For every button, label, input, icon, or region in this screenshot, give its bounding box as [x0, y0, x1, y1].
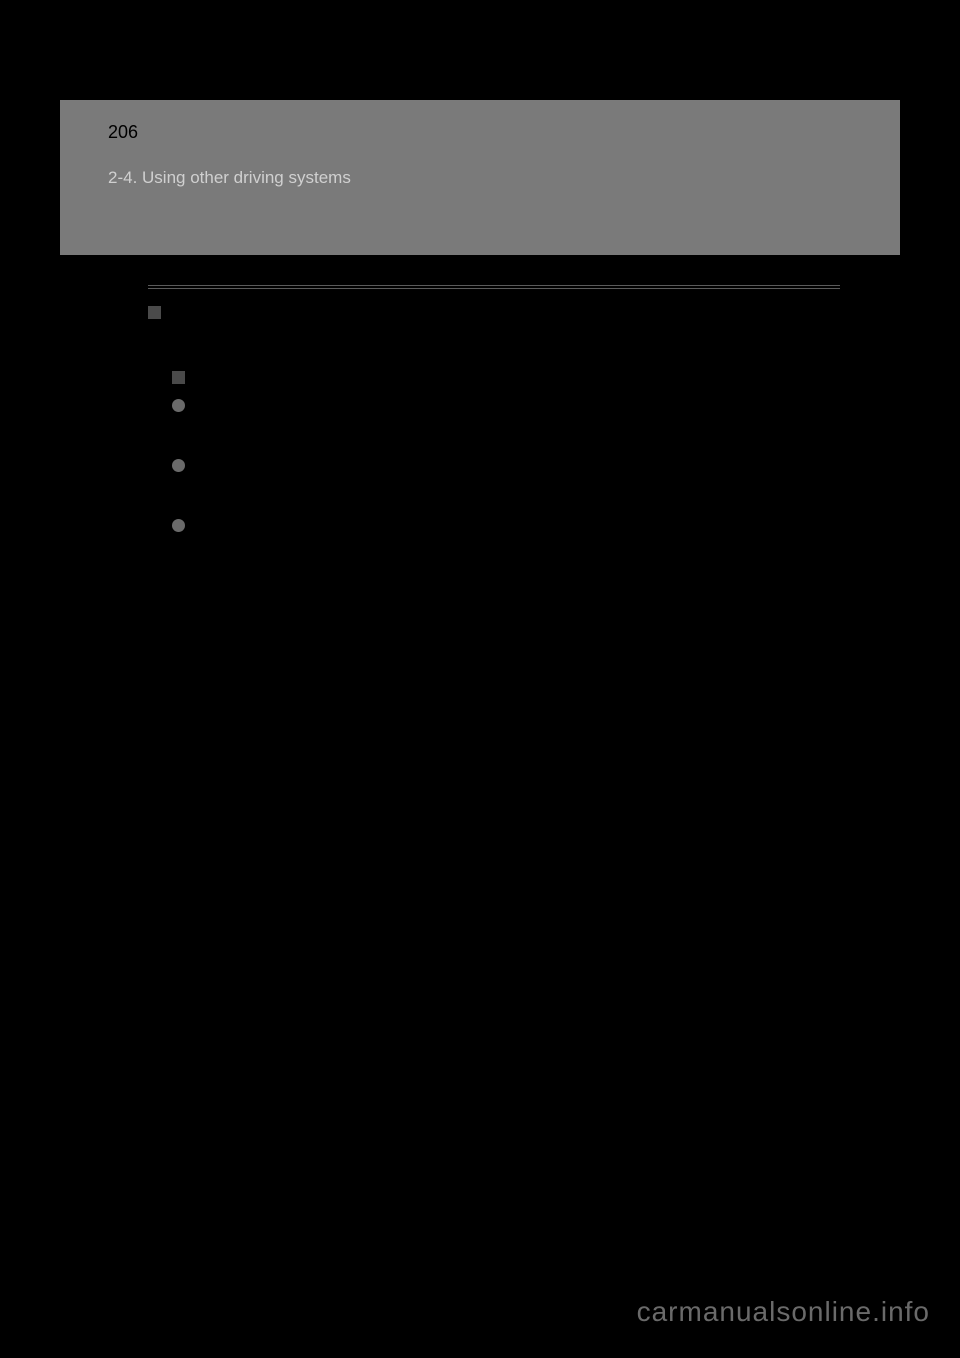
bullet-2-text: Vehicles without the smart key system: T…	[195, 455, 840, 503]
bullet-item: Vehicles without the smart key system: T…	[172, 455, 840, 503]
section-2-heading-text: Automatic reactivation of TRAC and VSC	[195, 368, 468, 385]
manual-page: 206 2-4. Using other driving systems If …	[60, 100, 900, 575]
content-divider	[148, 285, 840, 289]
section-title: 2-4. Using other driving systems	[108, 168, 351, 188]
square-bullet-icon	[148, 306, 161, 319]
section-1-heading: If the vehicle gets stuck	[148, 303, 840, 321]
bullet-item: Vehicles with the smart key system: Turn…	[172, 395, 840, 443]
section-1-body: Press the VSC OFF switch to turn off TRA…	[172, 331, 840, 354]
section-1-heading-text: If the vehicle gets stuck	[171, 303, 352, 321]
circle-bullet-icon	[172, 399, 185, 412]
bullet-1-text: Vehicles with the smart key system: Turn…	[195, 395, 840, 443]
section-2-heading: Automatic reactivation of TRAC and VSC	[172, 368, 840, 385]
square-bullet-icon	[172, 371, 185, 384]
header-band: 206 2-4. Using other driving systems	[60, 100, 900, 255]
circle-bullet-icon	[172, 459, 185, 472]
watermark-text: carmanualsonline.info	[637, 1296, 930, 1328]
bullet-item: Turning off TRAC only: vehicle speed exc…	[172, 515, 840, 563]
circle-bullet-icon	[172, 519, 185, 532]
page-content: If the vehicle gets stuck Press the VSC …	[60, 255, 900, 563]
bullet-3-text: Turning off TRAC only: vehicle speed exc…	[195, 515, 840, 563]
page-number: 206	[108, 122, 138, 143]
